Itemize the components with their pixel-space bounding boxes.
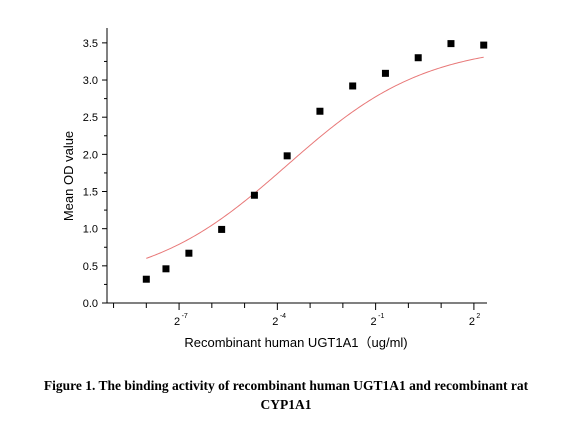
data-point — [185, 249, 193, 257]
y-tick-label: 2.5 — [83, 112, 98, 124]
y-axis-label: Mean OD value — [61, 131, 76, 221]
data-point — [283, 152, 291, 160]
x-tick-label-exponent: -4 — [280, 313, 286, 320]
data-point — [480, 41, 488, 49]
y-tick-label: 3.0 — [83, 75, 98, 87]
y-tick-label: 1.0 — [83, 224, 98, 236]
y-tick-label: 3.5 — [83, 38, 98, 50]
x-ticks: 2 -7 2 -4 2 -1 2 2 — [113, 303, 480, 328]
data-point — [142, 275, 150, 283]
fit-curve — [146, 56, 484, 259]
figure-caption: Figure 1. The binding activity of recomb… — [0, 376, 572, 414]
x-axis-label: Recombinant human UGT1A1（ug/ml) — [184, 335, 407, 350]
data-point — [447, 40, 455, 48]
y-tick-label: 0.5 — [83, 261, 98, 273]
caption-line-1: Figure 1. The binding activity of recomb… — [43, 378, 529, 393]
x-tick-label-exponent: -7 — [182, 313, 188, 320]
x-tick-label-exponent: 2 — [476, 313, 480, 320]
x-tick-label: 2 — [469, 316, 475, 328]
y-ticks: 0.0 0.5 1.0 1.5 2.0 2.5 3.0 3.5 — [83, 38, 107, 310]
data-point — [381, 69, 389, 77]
data-point — [349, 82, 357, 90]
data-point — [218, 225, 226, 233]
x-tick-label-exponent: -1 — [378, 313, 384, 320]
data-points — [142, 40, 488, 283]
x-tick-label: 2 — [174, 316, 180, 328]
data-point — [162, 265, 170, 273]
y-tick-label: 1.5 — [83, 187, 98, 199]
y-tick-label: 0.0 — [83, 298, 98, 310]
caption-line-2: CYP1A1 — [260, 397, 312, 412]
x-tick-label: 2 — [272, 316, 278, 328]
y-tick-label: 2.0 — [83, 149, 98, 161]
x-tick-label: 2 — [371, 316, 377, 328]
data-point — [250, 191, 258, 199]
data-point — [414, 54, 422, 62]
data-point — [316, 107, 324, 115]
